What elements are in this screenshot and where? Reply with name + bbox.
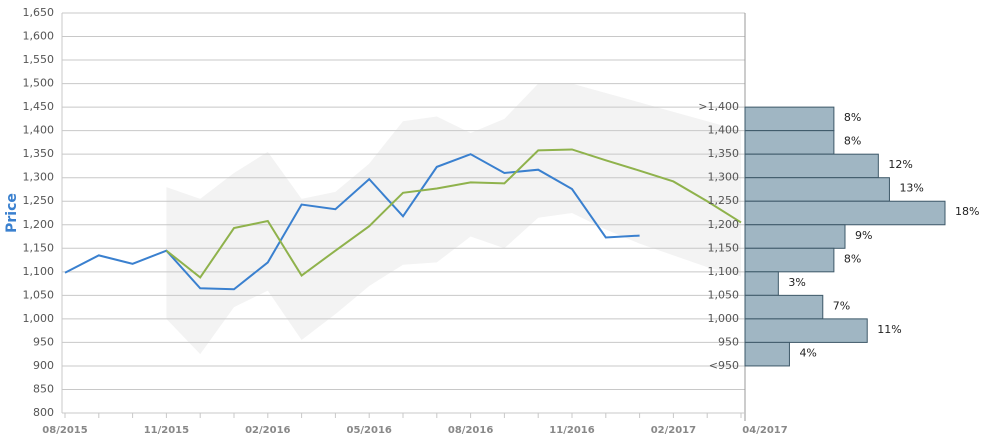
y-tick-label: 1,500 (23, 77, 55, 90)
x-tick-label: 05/2016 (346, 425, 391, 436)
bar-value-label: 3% (788, 276, 805, 289)
x-tick-label: 02/2016 (245, 425, 290, 436)
bar-value-label: 9% (855, 229, 872, 242)
y-tick-label: 1,450 (23, 100, 55, 113)
y-tick-label: 1,050 (23, 288, 55, 301)
bin-label: 1,250 (708, 194, 740, 207)
histogram-bar (744, 130, 835, 155)
bar-value-label: 18% (955, 205, 979, 218)
y-tick-label: 1,150 (23, 241, 55, 254)
bin-label: 1,150 (708, 241, 740, 254)
bar-value-label: 13% (899, 182, 923, 195)
forecast-band (166, 83, 741, 355)
bin-label: 1,100 (708, 265, 740, 278)
y-tick-label: 1,600 (23, 30, 55, 43)
y-tick-label: 1,250 (23, 194, 55, 207)
y-tick-label: 850 (33, 382, 54, 395)
histogram-bar (744, 318, 868, 343)
bar-value-label: 12% (888, 158, 912, 171)
x-tick-label: 11/2015 (144, 425, 189, 436)
bin-label: 1,000 (708, 312, 740, 325)
histogram-bar (744, 153, 879, 179)
bar-value-label: 4% (799, 346, 816, 359)
y-tick-label: 1,200 (23, 218, 55, 231)
x-tick-label: 04/2017 (742, 425, 787, 436)
histogram-bar (744, 294, 824, 320)
bin-label: 1,350 (708, 147, 740, 160)
y-tick-label: 1,650 (23, 6, 55, 19)
x-tick-label: 08/2015 (42, 425, 87, 436)
bin-label: 1,200 (708, 218, 740, 231)
series-line (64, 153, 640, 291)
x-tick-label: 08/2016 (448, 425, 493, 436)
bin-label: <950 (709, 359, 739, 372)
y-tick-label: 1,100 (23, 265, 55, 278)
y-tick-label: 900 (33, 359, 54, 372)
bin-label: 1,300 (708, 171, 740, 184)
y-tick-label: 800 (33, 406, 54, 419)
bin-label: 1,400 (708, 124, 740, 137)
y-tick-label: 1,300 (23, 171, 55, 184)
y-tick-label: 1,400 (23, 124, 55, 137)
histogram-bar (744, 247, 835, 273)
x-tick-label: 11/2016 (549, 425, 594, 436)
bar-value-label: 8% (844, 111, 861, 124)
bar-value-label: 7% (833, 299, 850, 312)
histogram-bar (744, 271, 779, 296)
bar-value-label: 11% (877, 323, 901, 336)
histogram-bar (744, 341, 790, 367)
x-tick-label: 02/2017 (651, 425, 696, 436)
histogram-bar (744, 177, 890, 202)
series-line (165, 148, 742, 279)
bin-label: 950 (718, 335, 739, 348)
bin-label: >1,400 (698, 100, 739, 113)
y-axis-label: Price (4, 193, 20, 233)
histogram-bar (744, 106, 835, 132)
y-tick-label: 1,550 (23, 53, 55, 66)
y-tick-label: 950 (33, 335, 54, 348)
bin-label: 1,050 (708, 288, 740, 301)
histogram-bar (744, 224, 846, 249)
bar-value-label: 8% (844, 252, 861, 265)
bar-value-label: 8% (844, 135, 861, 148)
y-tick-label: 1,350 (23, 147, 55, 160)
y-tick-label: 1,000 (23, 312, 55, 325)
histogram-bar (744, 200, 946, 226)
